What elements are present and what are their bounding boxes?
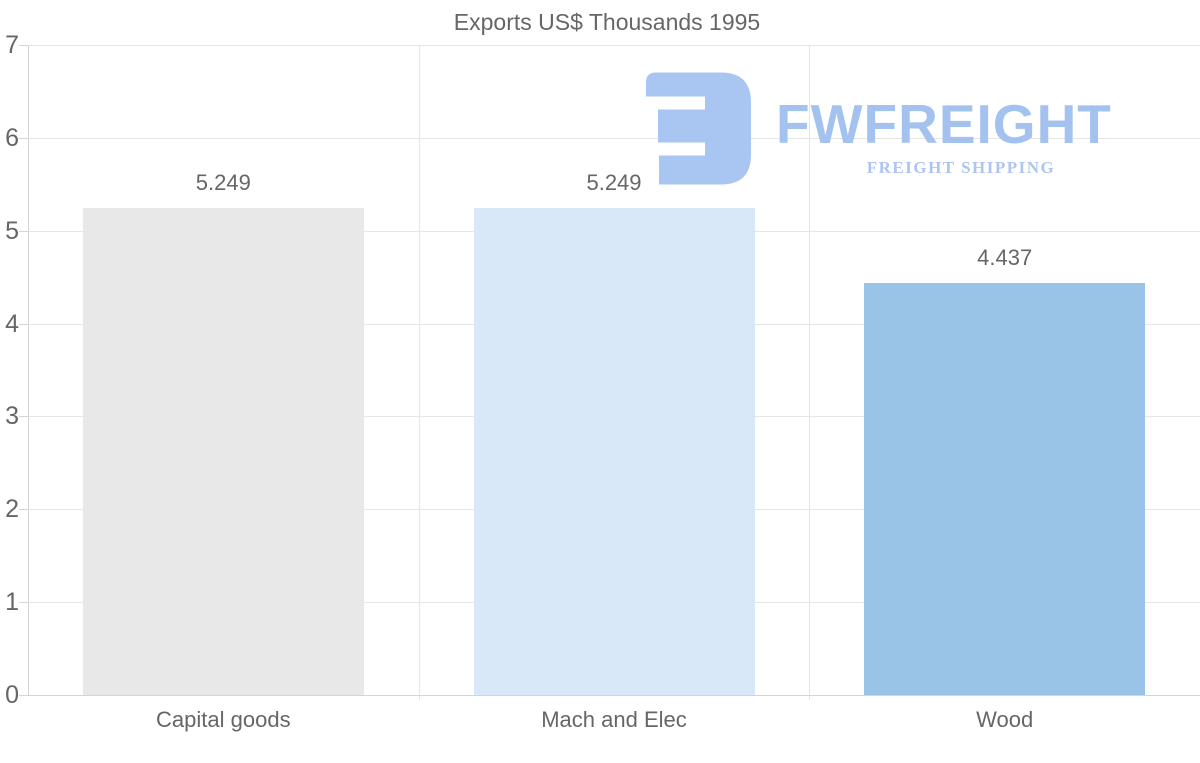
x-axis-line xyxy=(28,695,1200,696)
x-axis-category-label: Mach and Elec xyxy=(541,707,687,732)
y-axis-tick-mark xyxy=(19,230,28,232)
y-axis-tick-mark xyxy=(19,602,28,604)
y-axis-tick-label: 2 xyxy=(5,495,19,524)
bar-value-label: 5.249 xyxy=(195,169,251,195)
chart-title: Exports US$ Thousands 1995 xyxy=(453,9,761,35)
gridline-vertical xyxy=(809,45,810,700)
bar-wood[interactable] xyxy=(864,283,1146,695)
watermark-tagline-text: FREIGHT SHIPPING xyxy=(866,158,1056,177)
y-axis-line xyxy=(28,45,29,695)
x-axis-category-label: Wood xyxy=(976,707,1034,732)
y-axis-tick-mark xyxy=(19,45,28,46)
y-axis-tick-mark xyxy=(19,323,28,325)
bar-value-label: 5.249 xyxy=(586,169,642,195)
gridline-vertical xyxy=(419,45,420,700)
y-axis-tick-label: 5 xyxy=(5,216,19,245)
gridline-horizontal xyxy=(28,45,1200,46)
y-axis-tick-label: 3 xyxy=(5,402,19,431)
y-axis-tick-mark xyxy=(19,509,28,511)
y-axis-tick-label: 6 xyxy=(5,123,19,152)
y-axis-tick-label: 4 xyxy=(5,309,19,338)
y-axis-tick-label: 7 xyxy=(5,31,19,59)
y-axis-tick-label: 1 xyxy=(5,588,19,617)
bar-value-label: 4.437 xyxy=(977,245,1033,270)
fwfreight-logo-icon xyxy=(646,72,751,185)
y-axis-tick-mark xyxy=(19,695,28,696)
y-axis-tick-mark xyxy=(19,137,28,139)
y-axis-tick-mark xyxy=(19,416,28,418)
gridline-horizontal xyxy=(28,137,1200,139)
bar-capital-goods[interactable] xyxy=(82,207,364,695)
y-axis-tick-label: 0 xyxy=(5,681,19,709)
x-axis-category-label: Capital goods xyxy=(156,707,291,732)
watermark-brand-text: FWFREIGHT xyxy=(776,93,1112,155)
bar-mach-and-elec[interactable] xyxy=(473,207,755,695)
